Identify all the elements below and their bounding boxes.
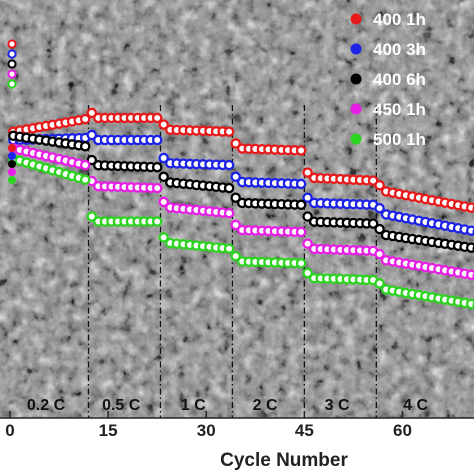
data-point [465, 298, 474, 310]
data-point [465, 202, 474, 213]
data-point [302, 267, 313, 279]
data-point [367, 218, 379, 229]
rate-label: 4 C [403, 397, 428, 414]
series-group [8, 130, 474, 253]
rate-dividers [87, 105, 377, 418]
edge-marker [8, 160, 16, 168]
data-point [151, 134, 163, 146]
series-group [8, 143, 474, 281]
edge-marker [8, 144, 16, 152]
edge-marker [7, 79, 17, 89]
data-point [151, 182, 163, 194]
data-point [230, 250, 241, 262]
x-tick-label: 60 [393, 421, 412, 440]
edge-marker [8, 168, 16, 176]
data-point [230, 171, 241, 183]
data-point [374, 223, 385, 235]
data-point [374, 202, 385, 214]
data-point [465, 269, 474, 281]
data-point [223, 207, 235, 219]
edge-markers [7, 39, 17, 184]
legend: 400 1h 400 3h 400 6h 450 1h 500 1h [350, 10, 426, 149]
legend-marker [350, 73, 362, 85]
data-point [158, 119, 169, 130]
series-group [8, 107, 474, 213]
data-point [374, 179, 385, 191]
legend-label: 500 1h [373, 130, 426, 149]
data-point [295, 145, 307, 156]
data-point [158, 152, 169, 164]
data-point [295, 199, 307, 211]
data-point [230, 138, 241, 149]
data-point [79, 141, 91, 152]
edge-marker [8, 176, 16, 184]
rate-label: 0.5 C [102, 397, 141, 414]
edge-marker [7, 69, 17, 79]
data-point [223, 182, 235, 194]
data-point [158, 171, 169, 183]
rate-label: 1 C [181, 397, 206, 414]
edge-marker [7, 59, 17, 69]
data-point [302, 211, 313, 222]
x-tick-label: 30 [197, 421, 216, 440]
data-point [374, 278, 385, 289]
data-point [79, 174, 91, 185]
legend-marker [350, 13, 362, 25]
data-point [302, 238, 313, 249]
data-point [86, 211, 98, 222]
rate-label: 2 C [253, 397, 278, 414]
data-point [302, 167, 313, 178]
data-point [295, 258, 307, 269]
data-point [223, 159, 235, 171]
data-point [223, 243, 235, 254]
data-point [86, 129, 98, 141]
legend-label: 400 3h [373, 40, 426, 59]
data-point [79, 159, 91, 171]
data-point [151, 216, 163, 227]
legend-marker [350, 103, 362, 115]
data-point [295, 178, 307, 190]
sem-texture [0, 0, 474, 418]
x-tick-label: 0 [5, 421, 14, 440]
data-point [465, 225, 474, 236]
data-point [223, 126, 235, 137]
data-point [158, 232, 169, 243]
data-point [151, 161, 163, 173]
legend-marker [350, 133, 362, 145]
edge-marker [7, 39, 17, 49]
data-point [230, 192, 241, 203]
legend-label: 450 1h [373, 100, 426, 119]
data-point [374, 248, 385, 260]
x-tick-label: 15 [99, 421, 118, 440]
x-axis-title: Cycle Number [220, 450, 348, 471]
x-tick-label: 45 [295, 421, 314, 440]
edge-marker [7, 49, 17, 59]
data-point [230, 219, 241, 231]
data-point [465, 242, 474, 253]
legend-label: 400 6h [373, 70, 426, 89]
rate-label: 3 C [325, 397, 350, 414]
series-group [8, 153, 474, 310]
rate-label: 0.2 C [27, 397, 66, 414]
data-point [158, 196, 169, 208]
data-point [86, 154, 98, 166]
data-point [295, 226, 307, 238]
plot-area: 0.2 C 0.5 C 1 C 2 C 3 C 4 C 400 1h 400 3h 400 6… [0, 0, 474, 418]
data-point [79, 113, 91, 125]
rate-labels: 0.2 C 0.5 C 1 C 2 C 3 C 4 C [27, 397, 429, 414]
edge-marker [8, 152, 16, 160]
data-point [86, 107, 98, 119]
x-axis: 0 15 30 45 60 Cycle Number [0, 411, 474, 471]
x-ticks: 0 15 30 45 60 [5, 411, 412, 440]
data-point [302, 192, 313, 203]
legend-marker [350, 43, 362, 55]
series-points [8, 107, 474, 310]
legend-label: 400 1h [373, 10, 426, 29]
data-point [151, 112, 163, 124]
